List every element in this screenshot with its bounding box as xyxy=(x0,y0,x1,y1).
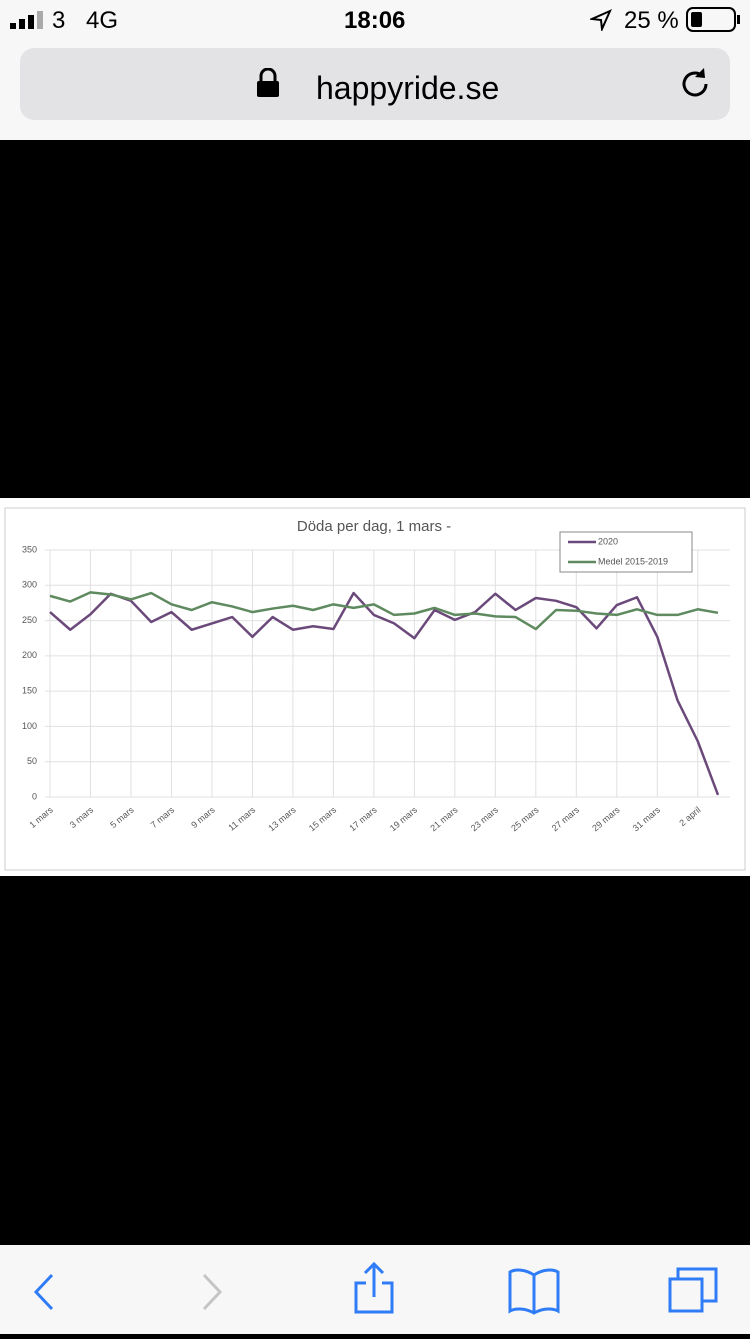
status-bar: 3 4G 18:06 25 % xyxy=(0,0,750,40)
url: happyride.se xyxy=(316,70,500,106)
y-tick-label: 150 xyxy=(22,686,37,696)
series-line xyxy=(49,591,720,796)
url-bar: happyride.se xyxy=(0,40,750,140)
legend-label: Medel 2015-2019 xyxy=(598,556,668,566)
share-button[interactable] xyxy=(354,1261,394,1314)
y-tick-label: 300 xyxy=(22,580,37,590)
toolbar-icons xyxy=(33,1261,718,1315)
chart-title: Döda per dag, 1 mars - xyxy=(297,518,451,535)
legend-label: 2020 xyxy=(598,536,618,546)
battery-percent: 25 % xyxy=(624,7,679,34)
time: 18:06 xyxy=(344,7,406,34)
network: 4G xyxy=(86,7,119,34)
back-button[interactable] xyxy=(33,1273,54,1311)
carrier: 3 xyxy=(52,7,66,34)
toolbar xyxy=(0,1245,750,1334)
y-tick-label: 100 xyxy=(22,721,37,731)
y-tick-label: 50 xyxy=(27,756,37,766)
signal-icon xyxy=(10,11,43,29)
address-field[interactable]: happyride.se xyxy=(20,48,730,120)
location-icon xyxy=(590,9,612,31)
y-tick-label: 250 xyxy=(22,615,37,625)
battery-icon xyxy=(686,7,740,32)
series-line xyxy=(49,591,719,631)
legend-box xyxy=(559,531,693,573)
reload-button[interactable] xyxy=(678,66,714,102)
bookmarks-button[interactable] xyxy=(508,1268,560,1315)
chart: Döda per dag, 1 mars - 0 50 100 150 200 250 30… xyxy=(0,498,750,876)
forward-button[interactable] xyxy=(202,1273,223,1311)
y-tick-label: 0 xyxy=(32,791,37,801)
y-tick-label: 350 xyxy=(22,544,37,554)
lock-icon xyxy=(257,68,279,97)
tabs-button[interactable] xyxy=(668,1267,718,1313)
y-tick-label: 200 xyxy=(22,650,37,660)
